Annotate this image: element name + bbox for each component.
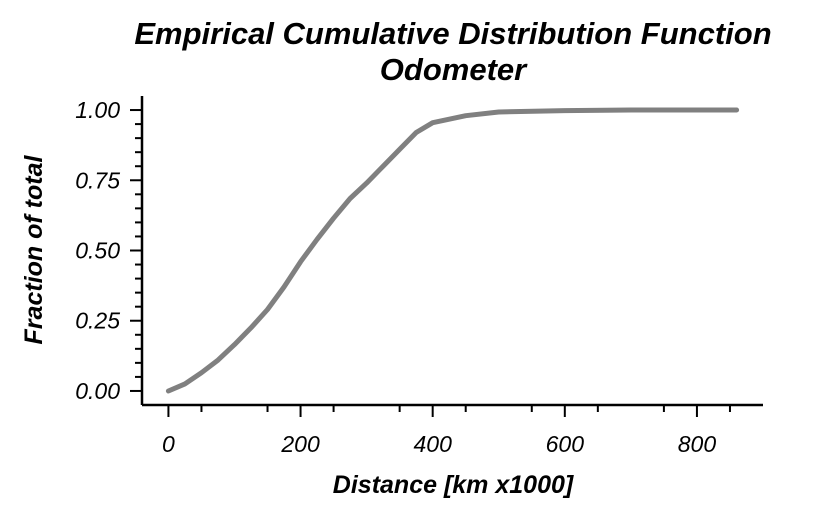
ticks: 0 200 400 600 800 0.00 0.25 0.50 0.75 1.00	[75, 97, 731, 457]
x-tick-label: 200	[280, 431, 320, 457]
y-tick-label: 1.00	[75, 97, 120, 123]
x-tick-label: 0	[162, 431, 175, 457]
series-group	[165, 107, 740, 394]
x-tick-label: 400	[413, 431, 452, 457]
chart-title: Empirical Cumulative Distribution Functi…	[134, 16, 771, 51]
chart-subtitle: Odometer	[380, 52, 528, 87]
y-tick-label: 0.75	[75, 167, 120, 193]
y-tick-label: 0.50	[75, 238, 120, 264]
x-axis-label: Distance [km x1000]	[333, 471, 575, 499]
x-tick-label: 600	[546, 431, 585, 457]
y-tick-label: 0.00	[75, 378, 120, 404]
y-axis-label: Fraction of total	[20, 155, 48, 345]
ecdf-line	[165, 107, 740, 394]
y-tick-label: 0.25	[75, 308, 120, 334]
x-tick-label: 800	[678, 431, 717, 457]
